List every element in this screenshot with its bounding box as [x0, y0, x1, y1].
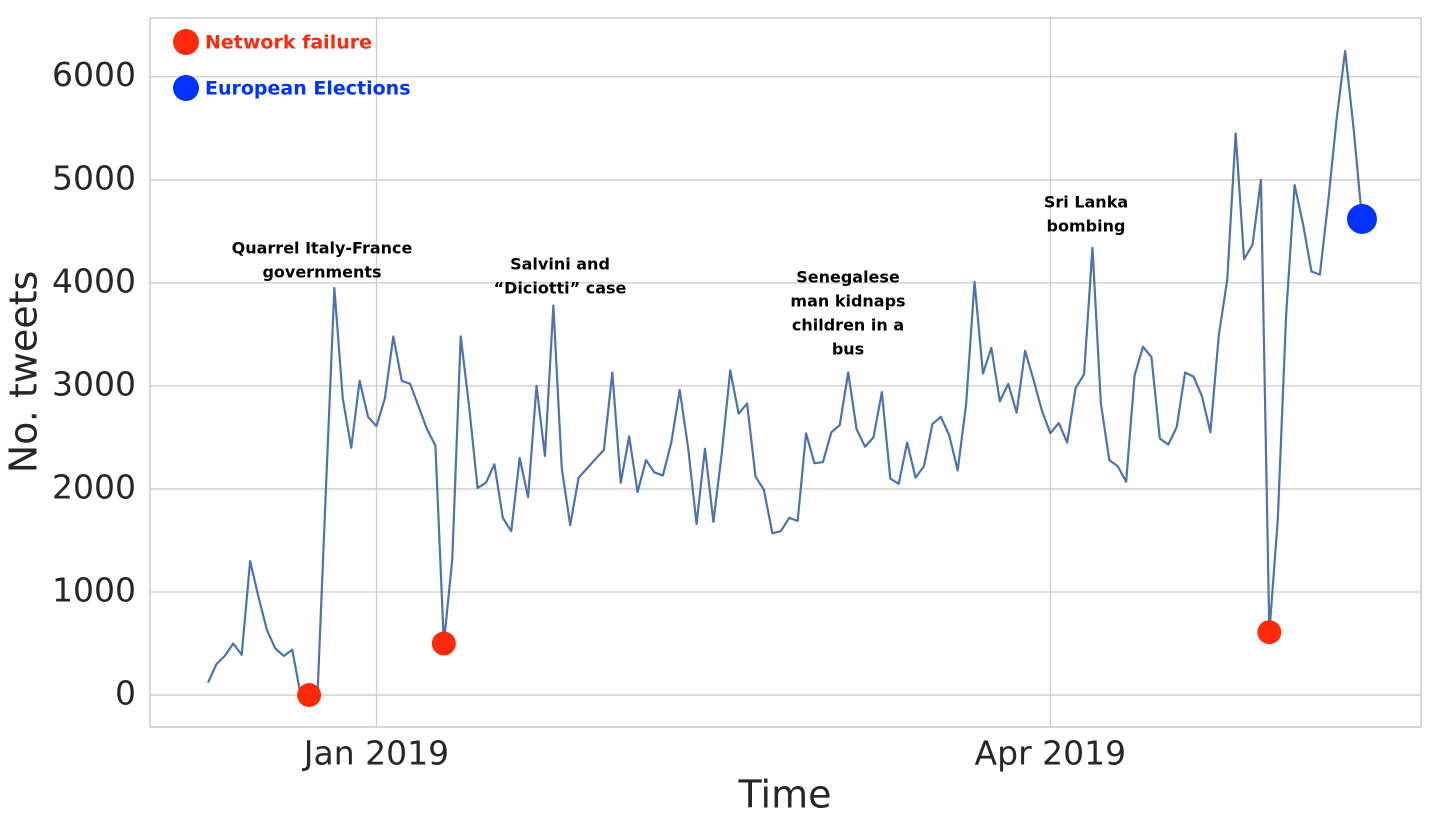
event-marker	[1257, 620, 1282, 645]
y-tick-label: 5000	[52, 158, 136, 197]
x-axis-label: Time	[738, 773, 832, 817]
annotation: man kidnaps	[790, 292, 905, 311]
annotation: Quarrel Italy-France	[232, 239, 413, 258]
legend-marker	[173, 29, 199, 55]
annotation: governments	[262, 263, 381, 282]
annotation: children in a	[792, 316, 904, 335]
y-tick-label: 0	[115, 674, 136, 713]
line	[206, 49, 1364, 697]
y-tick-label: 4000	[52, 261, 136, 300]
annotation: Senegalese	[796, 268, 900, 287]
y-tick-label: 6000	[52, 55, 136, 94]
legend-marker	[173, 75, 199, 101]
event-marker	[297, 683, 322, 708]
y-axis-label: No. tweets	[2, 271, 46, 474]
annotation: Sri Lanka	[1044, 193, 1128, 212]
y-tick-label: 2000	[52, 467, 136, 506]
plot-frame	[149, 17, 1422, 728]
y-tick-label: 1000	[52, 571, 136, 610]
annotation: bombing	[1047, 217, 1126, 236]
x-tick-label: Apr 2019	[975, 734, 1127, 773]
annotation: Salvini and	[510, 255, 610, 274]
event-marker	[1347, 203, 1377, 234]
x-tick-label: Jan 2019	[302, 734, 449, 773]
annotation: “Diciotti” case	[494, 279, 627, 298]
legend-label: Network failure	[205, 32, 372, 54]
y-tick-label: 3000	[52, 364, 136, 403]
legend-label: European Elections	[205, 78, 411, 100]
annotation: bus	[832, 340, 864, 359]
event-marker	[431, 631, 456, 656]
